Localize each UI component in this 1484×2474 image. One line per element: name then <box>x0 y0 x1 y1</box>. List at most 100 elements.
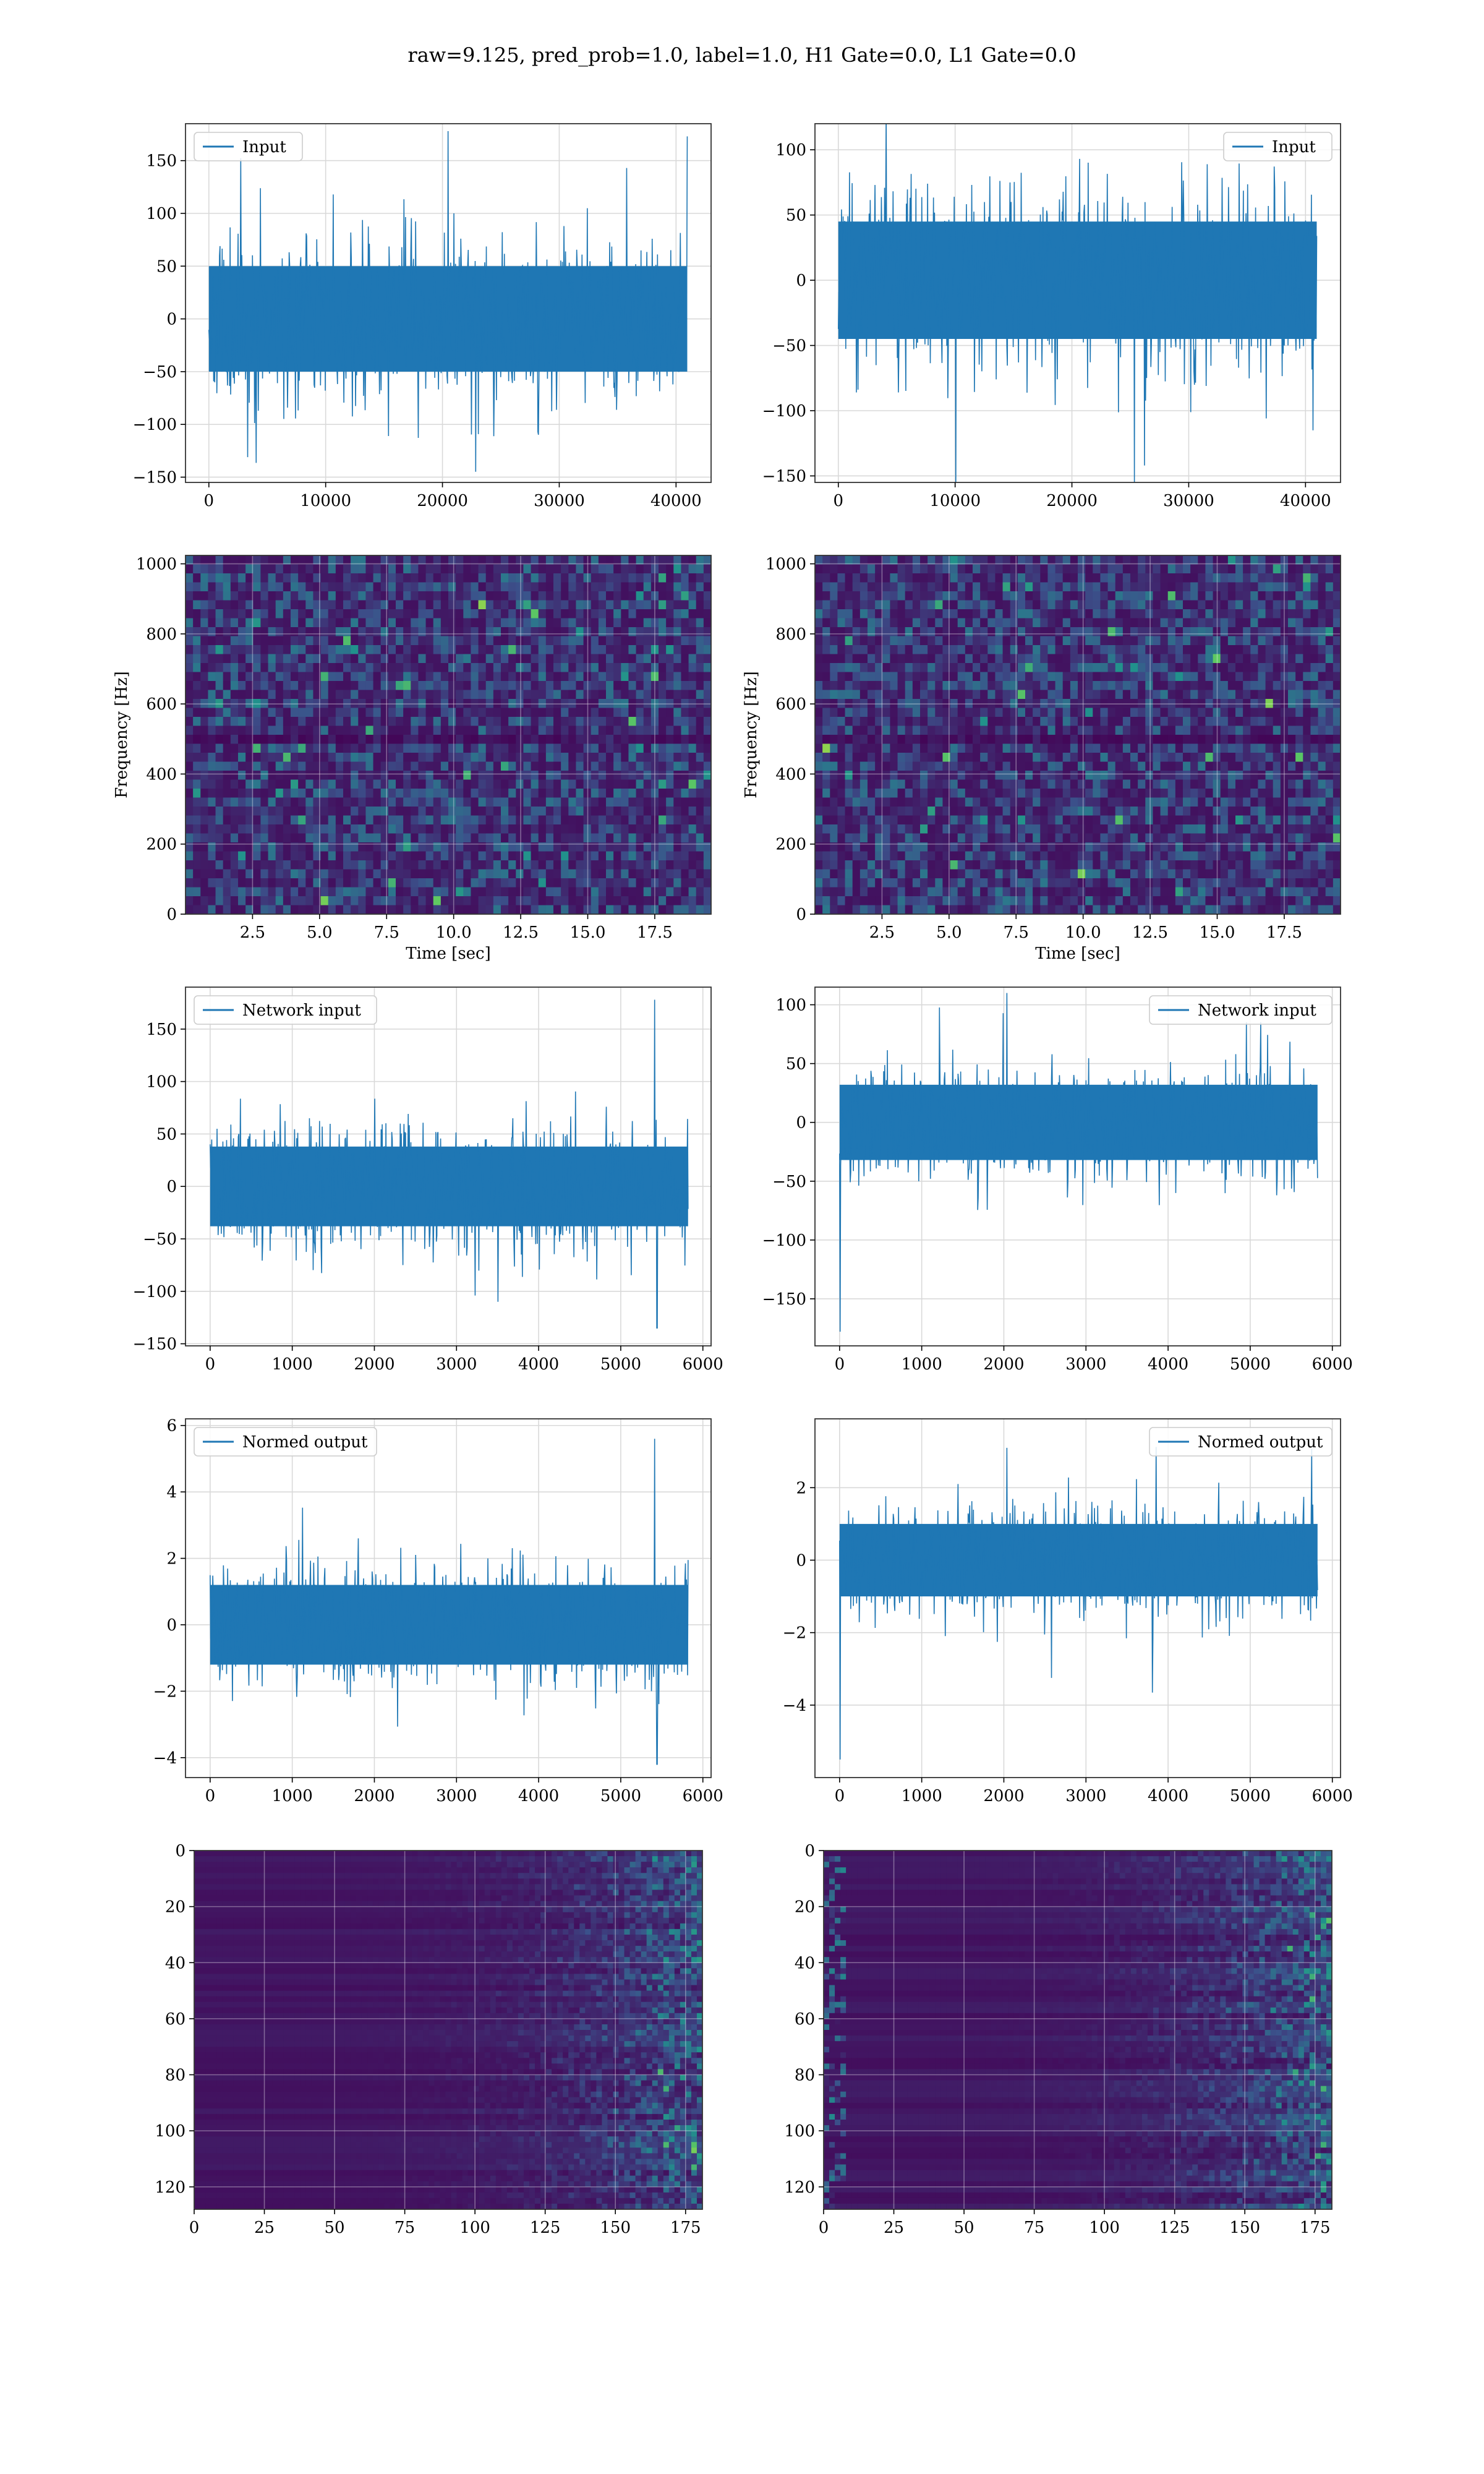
heatmap-cell <box>1138 699 1146 709</box>
heatmap-cell <box>1288 735 1296 745</box>
heatmap-cell <box>545 609 554 619</box>
heatmap-cell <box>508 807 516 816</box>
heatmap-cell <box>448 690 456 700</box>
heatmap-cell <box>1318 771 1326 781</box>
heatmap-cell <box>538 833 547 843</box>
heatmap-cell <box>973 735 981 745</box>
heatmap-cell <box>186 789 194 798</box>
heatmap-cell <box>396 851 404 861</box>
heatmap-cell <box>291 905 299 914</box>
heatmap-cell <box>613 591 621 601</box>
heatmap-cell <box>373 717 382 727</box>
heatmap-cell <box>980 726 988 735</box>
heatmap-cell <box>1153 618 1161 628</box>
heatmap-cell <box>186 555 194 565</box>
heatmap-cell <box>1047 654 1056 664</box>
heatmap-cell <box>815 609 823 619</box>
heatmap-cell <box>351 600 359 610</box>
heatmap-cell <box>561 743 569 753</box>
heatmap-cell <box>358 869 367 879</box>
heatmap-cell <box>493 555 501 565</box>
heatmap-cell <box>253 815 262 825</box>
heatmap-cell <box>1040 681 1049 691</box>
heatmap-cell <box>1318 672 1326 682</box>
heatmap-cell <box>1288 564 1296 574</box>
heatmap-cell <box>553 860 561 870</box>
heatmap-cell <box>606 869 614 879</box>
heatmap-cell <box>305 681 314 691</box>
heatmap-cell <box>576 699 584 709</box>
heatmap-cell <box>696 887 704 897</box>
heatmap-cell <box>1280 654 1289 664</box>
heatmap-cell <box>320 645 329 655</box>
heatmap-cell <box>343 618 351 628</box>
heatmap-cell <box>313 600 322 610</box>
heatmap-cell <box>238 699 246 709</box>
heatmap-cell <box>320 717 329 727</box>
heatmap-cell <box>508 842 516 852</box>
heatmap-cell <box>905 717 913 727</box>
heatmap-cell <box>1078 761 1086 771</box>
heatmap-cell <box>1318 726 1326 735</box>
heatmap-cell <box>868 672 876 682</box>
heatmap-cell <box>1093 717 1101 727</box>
heatmap-cell <box>815 573 823 583</box>
heatmap-cell <box>1325 582 1334 592</box>
heatmap-cell <box>1145 672 1154 682</box>
heatmap-cell <box>1310 582 1319 592</box>
heatmap-cell <box>703 905 711 914</box>
heatmap-cell <box>681 627 689 637</box>
heatmap-cell <box>1002 582 1011 592</box>
heatmap-cell <box>875 618 883 628</box>
heatmap-cell <box>411 681 419 691</box>
heatmap-cell <box>613 735 621 745</box>
heatmap-cell <box>471 807 479 816</box>
heatmap-cell <box>1288 600 1296 610</box>
heatmap-cell <box>666 878 674 888</box>
heatmap-cell <box>508 564 516 574</box>
heatmap-cell <box>920 555 928 565</box>
heatmap-cell <box>995 717 1004 727</box>
heatmap-cell <box>696 663 704 673</box>
heatmap-cell <box>1227 582 1236 592</box>
heatmap-cell <box>688 618 697 628</box>
heatmap-cell <box>1062 690 1071 700</box>
heatmap-cell <box>606 699 614 709</box>
heatmap-cell <box>260 779 269 789</box>
heatmap-cell <box>440 743 449 753</box>
heatmap-cell <box>208 591 216 601</box>
heatmap-cell <box>703 609 711 619</box>
heatmap-cell <box>1025 564 1033 574</box>
heatmap-cell <box>1295 743 1303 753</box>
heatmap-cell <box>583 645 592 655</box>
heatmap-cell <box>320 789 329 798</box>
heatmap-cell <box>1047 761 1056 771</box>
heatmap-cell <box>666 869 674 879</box>
heatmap-cell <box>837 609 846 619</box>
heatmap-cell <box>650 797 659 807</box>
heatmap-cell <box>471 779 479 789</box>
heatmap-cell <box>659 618 667 628</box>
heatmap-cell <box>1333 771 1341 781</box>
heatmap-cell <box>1047 797 1056 807</box>
heatmap-cell <box>845 743 853 753</box>
heatmap-cell <box>688 824 697 834</box>
heatmap-cell <box>208 609 216 619</box>
heatmap-cell <box>1227 753 1236 763</box>
heatmap-cell <box>912 582 921 592</box>
heatmap-cell <box>1310 708 1319 717</box>
heatmap-cell <box>1085 582 1093 592</box>
heatmap-cell <box>636 807 644 816</box>
heatmap-cell <box>1325 645 1334 655</box>
heatmap-cell <box>193 573 201 583</box>
heatmap-cell <box>305 869 314 879</box>
heatmap-cell <box>621 618 629 628</box>
heatmap-cell <box>606 582 614 592</box>
heatmap-cell <box>882 681 891 691</box>
heatmap-cell <box>1295 797 1303 807</box>
heatmap-cell <box>973 618 981 628</box>
heatmap-cell <box>598 771 607 781</box>
heatmap-cell <box>598 663 607 673</box>
heatmap-cell <box>1175 779 1183 789</box>
heatmap-cell <box>1265 753 1274 763</box>
